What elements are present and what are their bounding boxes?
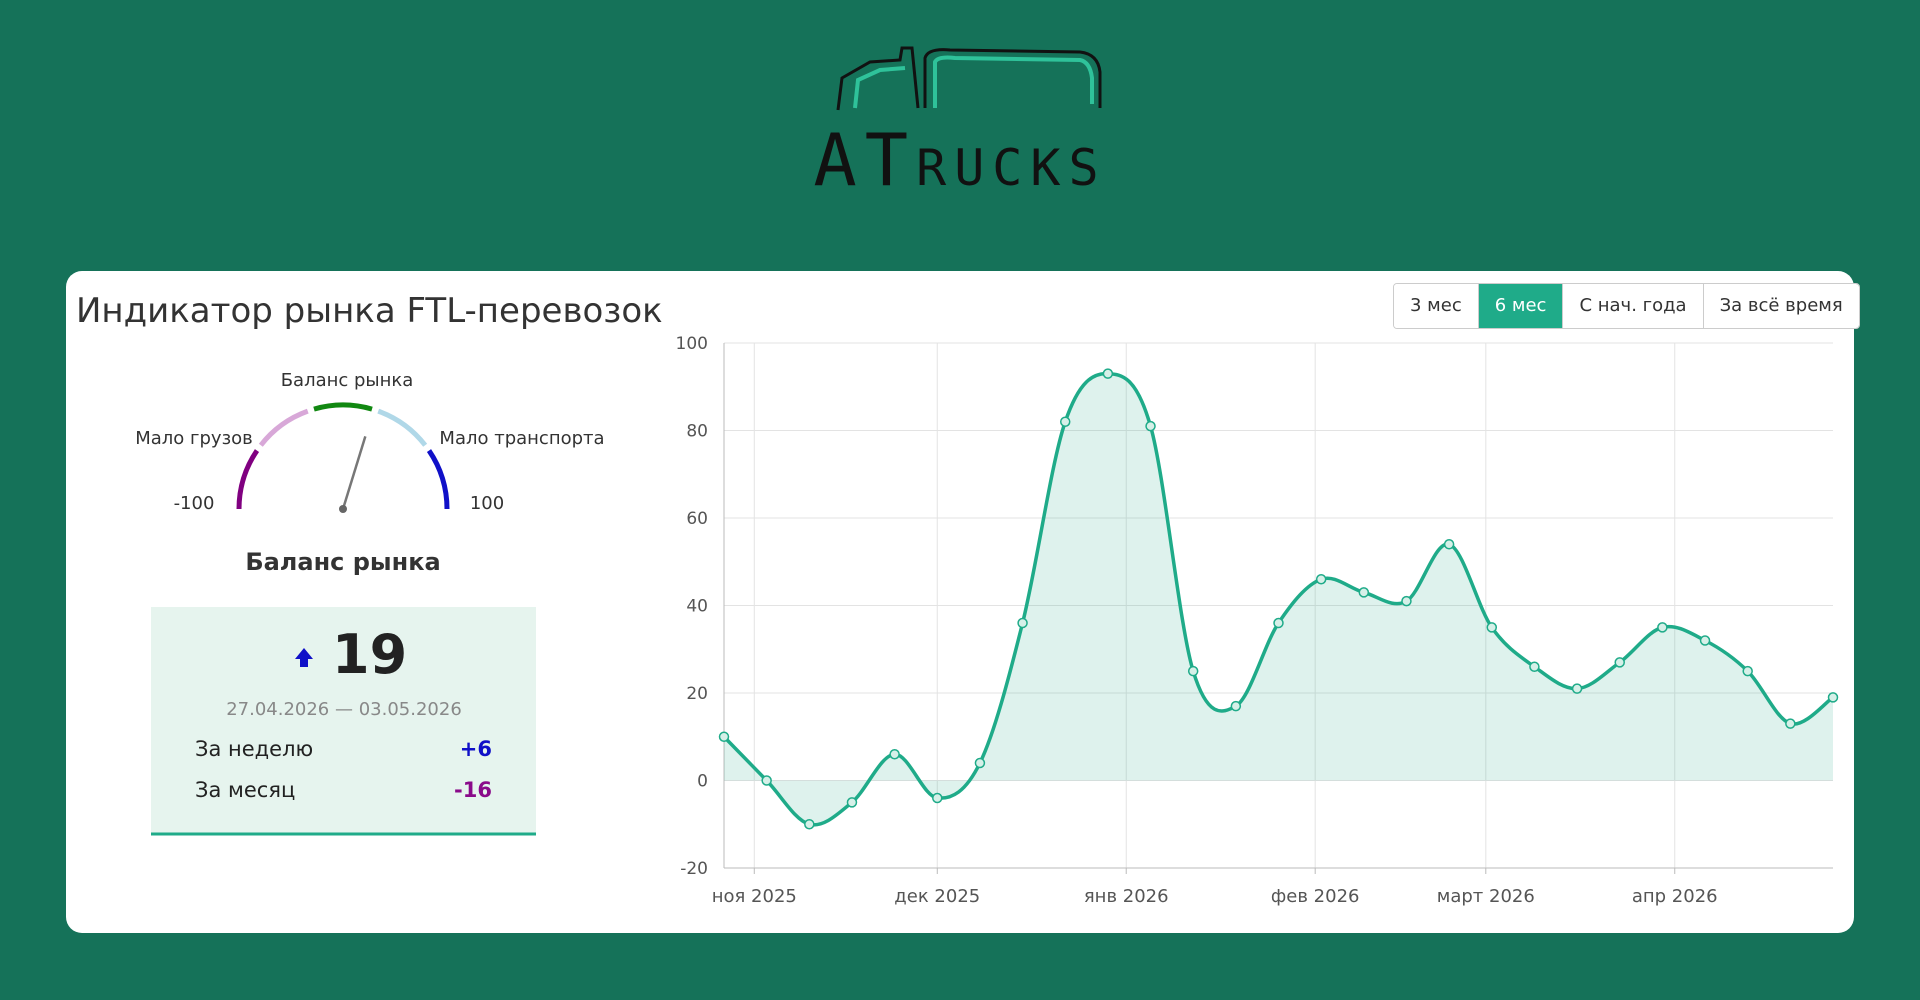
point	[1486, 622, 1498, 633]
logo	[836, 46, 1102, 111]
point	[974, 757, 986, 769]
period-button[interactable]: С нач. года	[1562, 284, 1703, 328]
gauge-max: 100	[470, 493, 504, 514]
point	[1315, 574, 1327, 585]
x-tick-label: ноя 2025	[712, 886, 797, 907]
area	[724, 373, 1833, 825]
x-tick-label: фев 2026	[1271, 886, 1360, 907]
y-tick-label: 100	[676, 334, 708, 354]
period-selector: 3 мес 6 мес С нач. года За всё время	[1393, 283, 1860, 329]
point	[718, 731, 730, 742]
point	[1699, 635, 1711, 646]
point	[1827, 692, 1839, 703]
point	[1059, 416, 1071, 427]
gauge-arc	[313, 402, 373, 412]
summary-row-value: +6	[460, 737, 492, 761]
summary-box	[151, 607, 536, 835]
point	[1187, 665, 1199, 677]
gauge-title: Баланс рынка	[245, 548, 440, 576]
gauge-arc	[258, 408, 309, 447]
point	[1230, 700, 1242, 712]
y-tick-label: -20	[680, 859, 708, 879]
x-tick-label: март 2026	[1437, 886, 1535, 907]
period-button[interactable]: 3 мес	[1394, 284, 1478, 328]
point	[1785, 718, 1796, 729]
y-tick-label: 20	[686, 684, 708, 704]
y-tick-label: 0	[697, 772, 708, 792]
y-tick-label: 60	[686, 509, 708, 529]
gauge-center-label: Баланс рынка	[281, 370, 414, 391]
gauge-hub	[339, 505, 347, 513]
point	[1102, 368, 1114, 379]
point	[846, 797, 858, 808]
point	[932, 792, 943, 804]
gauge-right-label: Мало транспорта	[439, 428, 604, 449]
summary-row-label: За неделю	[195, 737, 313, 761]
point	[804, 819, 815, 830]
x-tick-label: апр 2026	[1632, 886, 1718, 907]
point	[1401, 595, 1412, 607]
gauge-needle	[341, 435, 367, 510]
point	[1017, 617, 1028, 629]
point	[1614, 657, 1625, 668]
point	[1742, 665, 1753, 677]
point	[761, 775, 772, 786]
y-tick-label: 40	[686, 597, 708, 617]
summary-period: 27.04.2026 — 03.05.2026	[226, 699, 462, 720]
x-tick-label: янв 2026	[1084, 886, 1169, 907]
period-button[interactable]: 6 мес	[1477, 284, 1563, 328]
gauge-arc	[426, 449, 450, 510]
summary-row-label: За месяц	[195, 778, 295, 802]
point	[1273, 617, 1284, 629]
point	[1571, 683, 1583, 694]
widget-title: Индикатор рынка FTL-перевозок	[76, 291, 663, 331]
point	[1145, 420, 1156, 432]
up-arrow	[295, 648, 313, 667]
point	[1529, 661, 1540, 672]
point	[1657, 622, 1668, 633]
summary-value: 19	[332, 623, 407, 686]
period-button[interactable]: За всё время	[1702, 284, 1859, 328]
gauge-arc	[236, 449, 260, 510]
gauge-left-label: Мало грузов	[135, 428, 253, 449]
point	[889, 749, 900, 760]
y-tick-label: 80	[686, 422, 708, 442]
gauge-arc	[377, 408, 428, 447]
point	[1358, 587, 1370, 598]
point	[1443, 539, 1455, 550]
summary-row-value: -16	[454, 778, 492, 802]
gauge-min: -100	[174, 493, 215, 514]
logo-text: ATrucks	[813, 118, 1106, 202]
x-tick-label: дек 2025	[894, 886, 980, 907]
